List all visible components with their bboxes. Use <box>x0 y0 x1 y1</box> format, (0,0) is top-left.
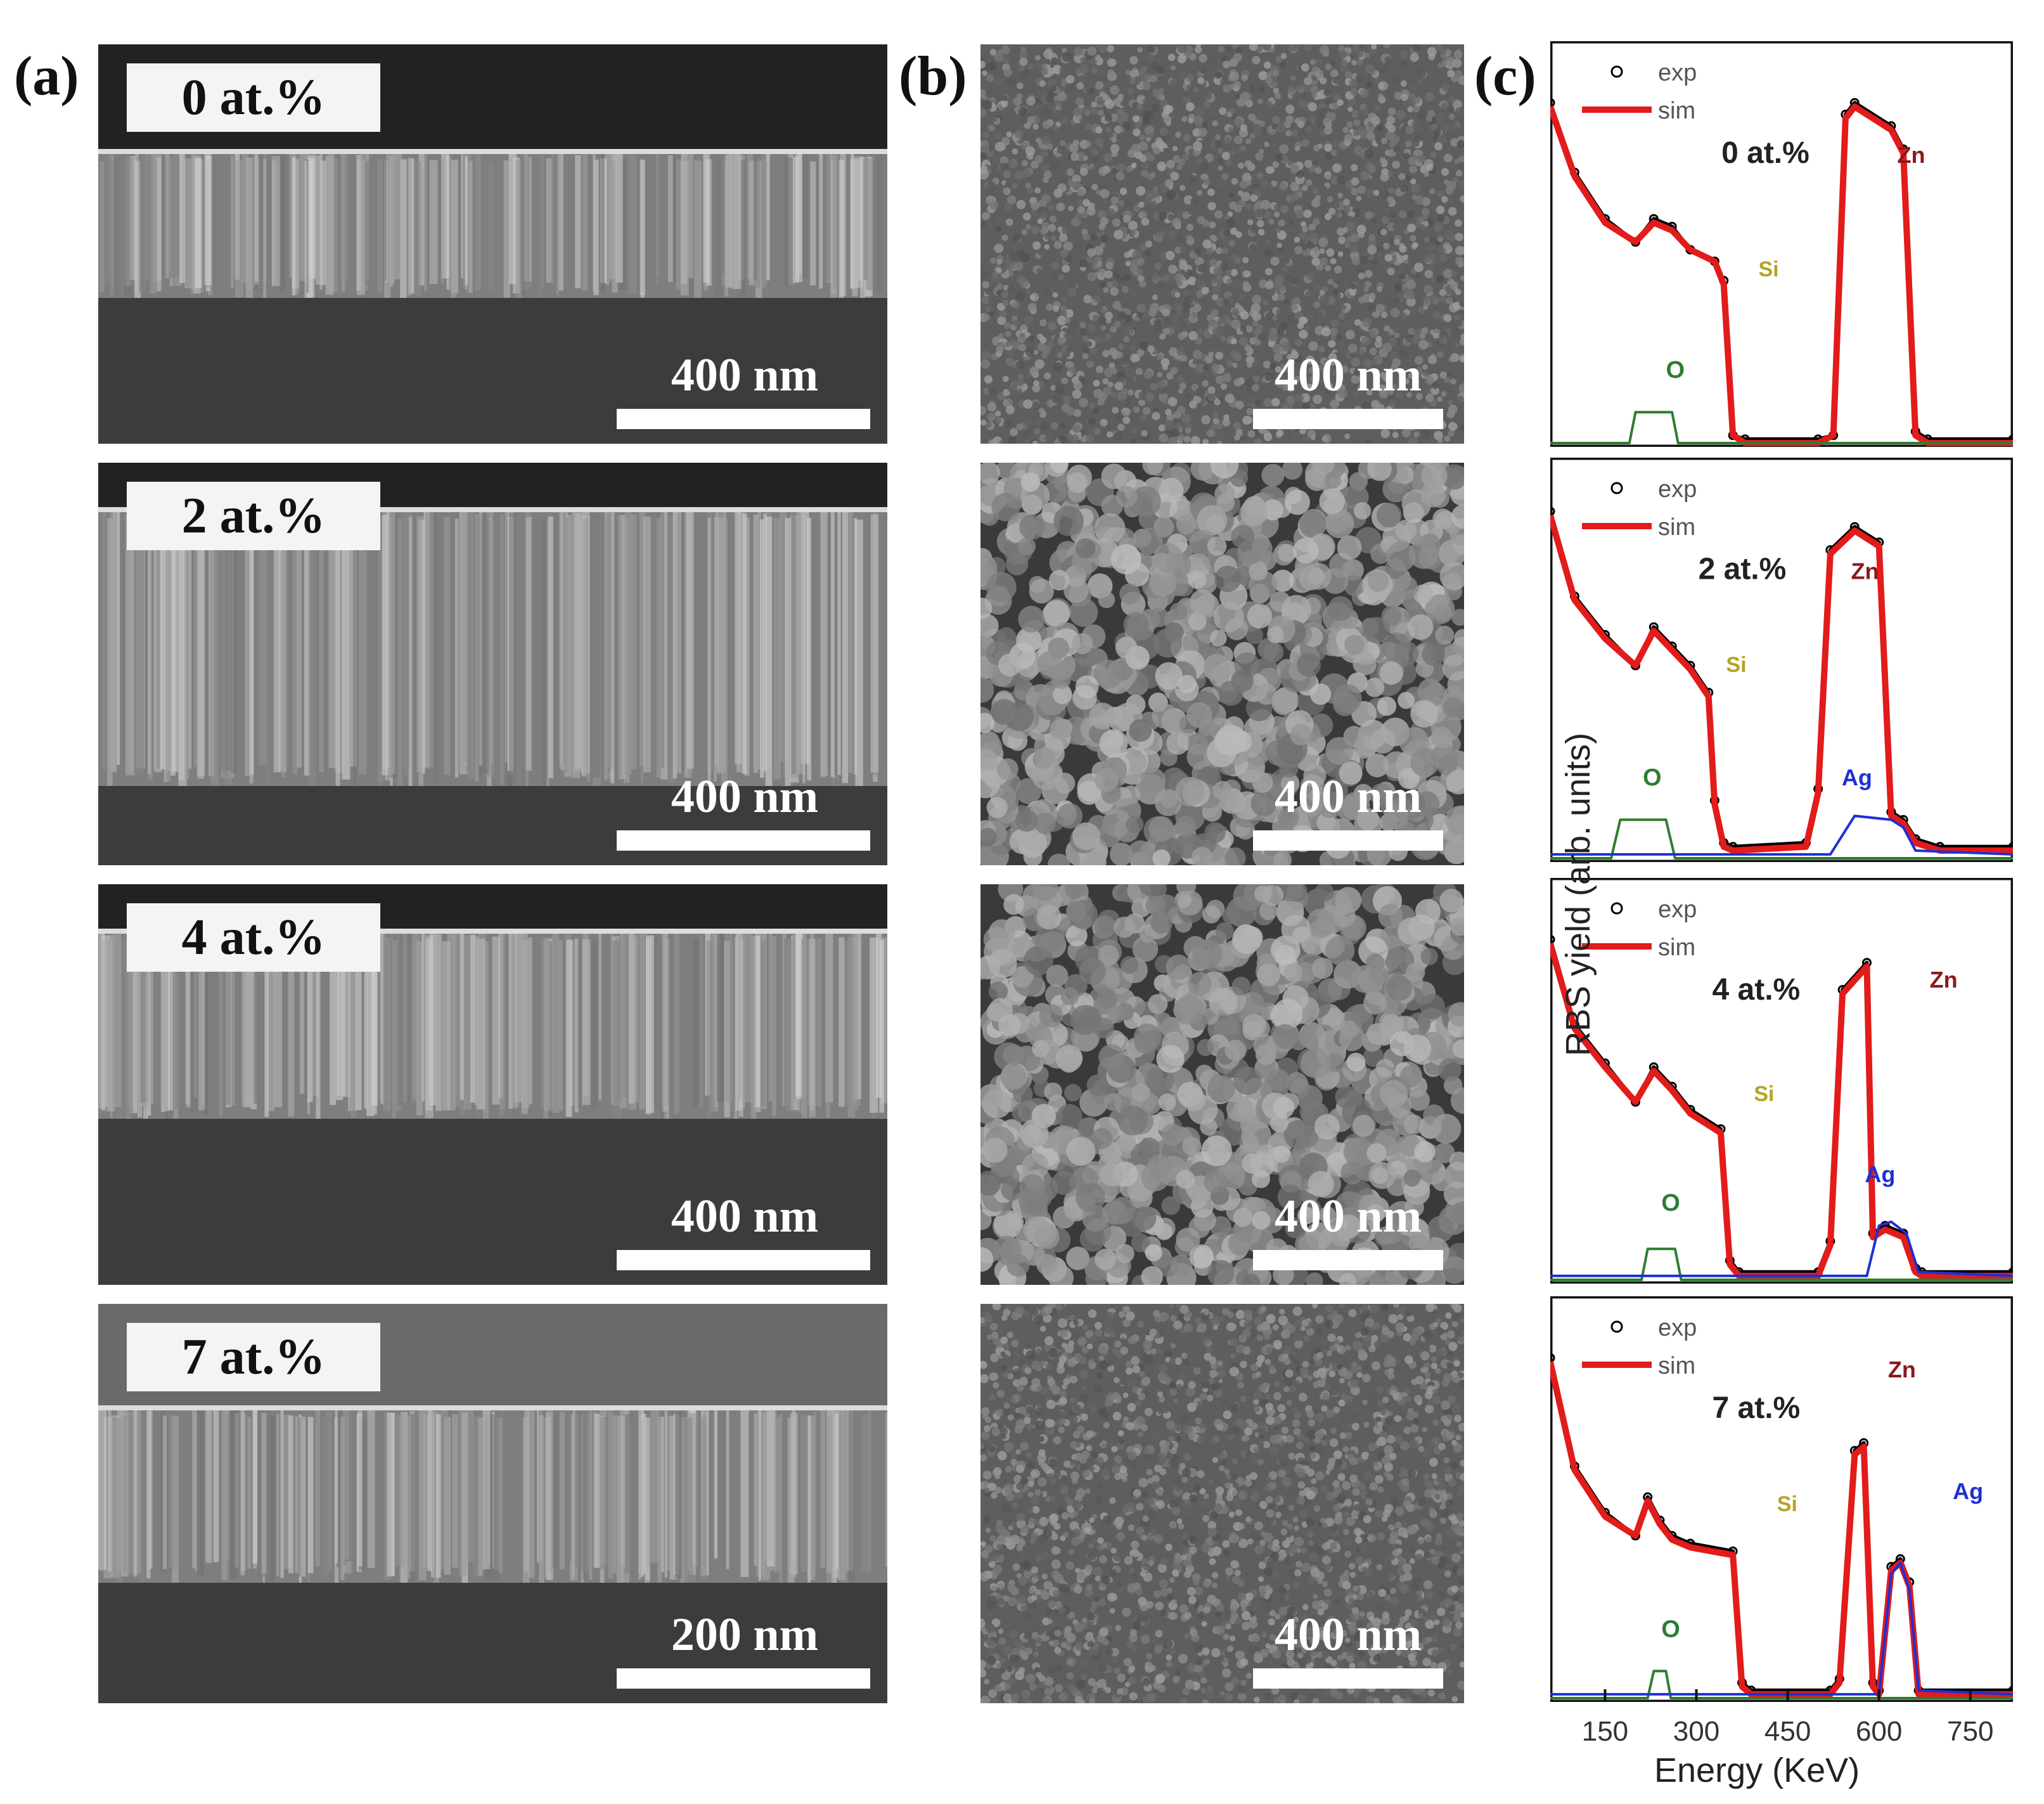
series-Ag <box>1550 815 2014 856</box>
x-tick-label: 600 <box>1855 1716 1903 1747</box>
ag-label: Ag <box>1953 1478 1983 1504</box>
series-O <box>1550 1247 2013 1281</box>
scale-bar-label: 400 nm <box>671 349 819 401</box>
y-axis-title: RBS yield (arb. units) <box>1559 732 1597 1057</box>
series-sim <box>1547 103 2013 446</box>
sample-label: 0 at.% <box>1721 136 1809 170</box>
x-tick-label: 450 <box>1764 1716 1811 1747</box>
legend-exp-label: exp <box>1658 60 1697 86</box>
scale-bar <box>1253 1668 1443 1689</box>
scale-bar-label: 400 nm <box>1274 1190 1422 1242</box>
surface-image-3 <box>980 1304 1464 1703</box>
o-label: O <box>1643 764 1662 791</box>
scale-bar <box>617 1250 870 1270</box>
panel-label-c: (c) <box>1474 46 1536 107</box>
panel-label-a: (a) <box>14 46 79 107</box>
zn-label: Zn <box>1851 558 1879 584</box>
legend-sim-label: sim <box>1658 1353 1695 1379</box>
series-O <box>1550 1670 2013 1699</box>
legend-exp-marker <box>1610 1320 1623 1333</box>
o-label: O <box>1666 357 1685 383</box>
series-Ag <box>1550 1220 2014 1277</box>
zn-label: Zn <box>1888 1356 1916 1382</box>
scale-bar-label: 400 nm <box>671 771 819 823</box>
scale-bar-label: 400 nm <box>1274 349 1422 401</box>
panel-label-b: (b) <box>899 46 967 107</box>
rbs-chart-0: exp sim 0 at.% Zn Si O <box>1545 41 2018 448</box>
scale-bar <box>1253 409 1443 429</box>
sample-label: 0 at.% <box>127 63 380 132</box>
x-tick-label: 150 <box>1581 1716 1629 1747</box>
legend-exp-label: exp <box>1658 896 1697 923</box>
rbs-chart-2: exp sim 4 at.% Zn Si O Ag <box>1545 877 2018 1284</box>
sample-label: 2 at.% <box>127 482 380 550</box>
cross-section-image-1 <box>98 463 887 865</box>
rbs-chart-3: exp sim 7 at.% Zn Si O Ag <box>1545 1296 2018 1703</box>
surface-image-0 <box>980 44 1464 444</box>
si-label: Si <box>1759 257 1779 281</box>
sample-label: 2 at.% <box>1699 552 1787 586</box>
legend-sim-label: sim <box>1658 934 1695 961</box>
scale-bar <box>1253 1250 1443 1270</box>
rbs-chart-svg: exp sim 4 at.% Zn Si O Ag <box>1545 877 2018 1284</box>
scale-bar-label: 400 nm <box>1274 771 1422 823</box>
si-label: Si <box>1726 653 1746 677</box>
legend-exp-label: exp <box>1658 476 1697 503</box>
rbs-chart-1: exp sim 2 at.% Zn Si O Ag <box>1545 457 2018 863</box>
series-O <box>1550 818 2013 860</box>
sample-label: 7 at.% <box>127 1323 380 1391</box>
legend-sim-label: sim <box>1658 98 1695 124</box>
si-label: Si <box>1777 1492 1797 1516</box>
scale-bar-label: 400 nm <box>1274 1609 1422 1661</box>
scale-bar-label: 200 nm <box>671 1609 819 1661</box>
rbs-chart-svg: exp sim 7 at.% Zn Si O Ag <box>1545 1296 2018 1703</box>
sample-label: 4 at.% <box>1713 973 1801 1007</box>
legend-exp-label: exp <box>1658 1315 1697 1341</box>
o-label: O <box>1661 1616 1680 1643</box>
x-tick-label: 750 <box>1947 1716 1994 1747</box>
legend-sim-label: sim <box>1658 514 1695 541</box>
si-label: Si <box>1754 1082 1774 1106</box>
zn-label: Zn <box>1898 142 1925 168</box>
cross-section-image-0 <box>98 44 887 444</box>
ag-label: Ag <box>1865 1161 1895 1187</box>
scale-bar-label: 400 nm <box>671 1190 819 1242</box>
sample-label: 4 at.% <box>127 903 380 972</box>
scale-bar <box>617 409 870 429</box>
plot-frame <box>1550 41 2014 448</box>
scale-bar <box>1253 830 1443 851</box>
o-label: O <box>1661 1190 1680 1216</box>
zn-label: Zn <box>1930 967 1958 993</box>
legend-exp-marker <box>1610 902 1623 915</box>
surface-image-2 <box>980 884 1464 1285</box>
cross-section-image-3 <box>98 1304 887 1703</box>
sample-label: 7 at.% <box>1713 1391 1801 1425</box>
legend-exp-marker <box>1610 482 1623 494</box>
rbs-chart-svg: exp sim 0 at.% Zn Si O <box>1545 41 2018 448</box>
plot-frame <box>1550 457 2014 863</box>
series-O <box>1550 411 2013 444</box>
scale-bar <box>617 1668 870 1689</box>
ag-label: Ag <box>1842 764 1872 790</box>
x-tick-label: 300 <box>1673 1716 1720 1747</box>
series-sim <box>1547 514 2013 854</box>
legend-exp-marker <box>1610 65 1623 78</box>
scale-bar <box>617 830 870 851</box>
x-axis-title: Energy (KeV) <box>1654 1751 1860 1789</box>
